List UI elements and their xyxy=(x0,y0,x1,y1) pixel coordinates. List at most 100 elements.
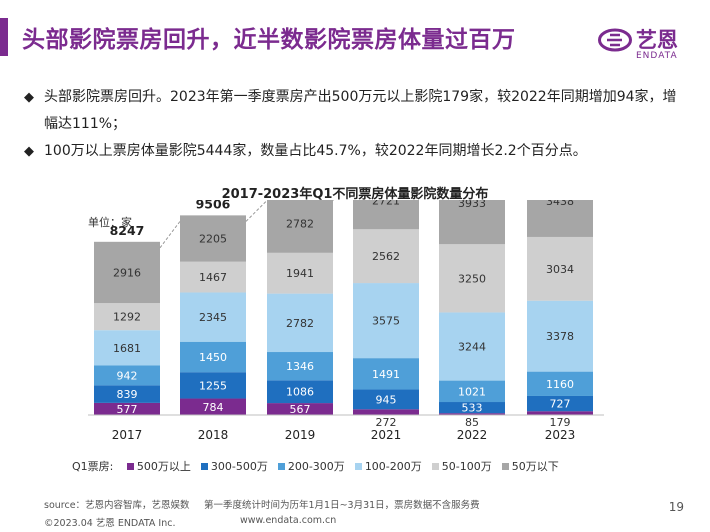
copyright: ©2023.04 艺恩 ENDATA Inc. xyxy=(44,518,176,529)
bar-segment xyxy=(180,341,246,373)
legend-label: 50万以下 xyxy=(511,460,559,473)
legend-item: 50-100万 xyxy=(431,458,492,474)
segment-value-label: 1681 xyxy=(113,342,141,355)
bullet-list: ◆ 头部影院票房回升。2023年第一季度票房产出500万元以上影院179家，较2… xyxy=(22,84,682,165)
bar-segment xyxy=(180,372,246,399)
unit-label: 单位：家 xyxy=(88,216,132,229)
trend-connector xyxy=(245,200,268,222)
legend-prefix: Q1票房: xyxy=(72,460,114,473)
bullet-text: 头部影院票房回升。2023年第一季度票房产出500万元以上影院179家，较202… xyxy=(44,89,677,132)
bar-segment xyxy=(439,312,505,381)
website-link[interactable]: www.endata.com.cn xyxy=(240,515,337,526)
stat-period-note: 第一季度统计时间为历年1月1日~3月31日，票房数据不含服务费 xyxy=(204,500,480,511)
bar-segment xyxy=(439,244,505,313)
bar-segment xyxy=(439,413,505,415)
bar-segment xyxy=(180,292,246,342)
legend-swatch xyxy=(126,462,134,470)
endata-logo-icon xyxy=(598,28,632,52)
source-note: source：艺恩内容智库，艺恩娱数 xyxy=(44,500,190,511)
segment-value-label: 1255 xyxy=(199,379,227,392)
segment-value-label: 839 xyxy=(117,388,138,401)
x-tick-label: 2023 xyxy=(545,428,576,442)
legend-item: 100-200万 xyxy=(354,458,422,474)
segment-value-label: 945 xyxy=(376,393,397,406)
legend-swatch xyxy=(501,462,509,470)
stacked-bar-chart: 577 839 942 1681 1292 2916 784 1255 1450 2345 1467… xyxy=(88,200,604,442)
segment-value-label: 2562 xyxy=(372,250,400,263)
bar-segment xyxy=(353,200,419,230)
legend-label: 500万以上 xyxy=(136,460,191,473)
segment-value-label: 1467 xyxy=(199,271,227,284)
legend-item: 300-500万 xyxy=(200,458,268,474)
page-number: 19 xyxy=(668,500,684,514)
chart-title: 2017-2023年Q1不同票房体量影院数量分布 xyxy=(221,187,489,202)
bar-segment xyxy=(439,380,505,403)
bar-segment xyxy=(527,371,593,396)
bar-segment xyxy=(527,200,593,237)
diamond-bullet-icon: ◆ xyxy=(24,90,34,105)
bar-segment xyxy=(353,229,419,284)
bar-total-label: 8247 xyxy=(110,223,145,238)
segment-value-label: 1450 xyxy=(199,351,227,364)
bar-segment xyxy=(439,200,505,245)
logo-text-en: ENDATA xyxy=(636,51,678,61)
segment-value-label: 179 xyxy=(550,416,571,429)
bar-segment xyxy=(527,300,593,372)
segment-value-label: 85 xyxy=(465,416,479,429)
x-tick-label: 2019 xyxy=(285,428,316,442)
legend-item: 50万以下 xyxy=(501,458,559,474)
segment-value-label: 3034 xyxy=(546,263,574,276)
bar-segment xyxy=(353,409,419,415)
chart-legend: Q1票房: 500万以上 300-500万 200-300万 100-200万 50-1… xyxy=(72,458,569,474)
segment-value-label: 1491 xyxy=(372,368,400,381)
bar-segment xyxy=(267,380,333,404)
bar-segment xyxy=(527,236,593,301)
x-tick-label: 2021 xyxy=(371,428,402,442)
segment-value-label: 2721 xyxy=(372,200,400,208)
x-tick-label: 2017 xyxy=(112,428,143,442)
bullet-item: ◆ 100万以上票房体量影院5444家，数量占比45.7%，较2022年同期增长… xyxy=(22,138,682,165)
bar-segment xyxy=(94,385,160,403)
legend-item: 500万以上 xyxy=(126,458,191,474)
segment-value-label: 1021 xyxy=(458,385,486,398)
bar-segment xyxy=(353,283,419,359)
legend-label: 100-200万 xyxy=(364,460,422,473)
legend-swatch xyxy=(200,462,208,470)
bar-segment xyxy=(527,411,593,415)
x-tick-label: 2018 xyxy=(198,428,229,442)
bar-segment xyxy=(527,395,593,412)
segment-value-label: 1292 xyxy=(113,311,141,324)
segment-value-label: 3933 xyxy=(458,200,486,210)
diamond-bullet-icon: ◆ xyxy=(24,144,34,159)
legend-label: 50-100万 xyxy=(441,460,492,473)
bar-total-label: 9506 xyxy=(196,200,231,211)
segment-value-label: 567 xyxy=(290,403,311,416)
bar-segment xyxy=(267,200,333,253)
segment-value-label: 3244 xyxy=(458,341,486,354)
segment-value-label: 727 xyxy=(550,398,571,411)
bar-segment xyxy=(353,389,419,410)
legend-label: 200-300万 xyxy=(287,460,345,473)
segment-value-label: 1086 xyxy=(286,386,314,399)
segment-value-label: 1160 xyxy=(546,378,574,391)
bar-segment xyxy=(439,402,505,414)
bullet-item: ◆ 头部影院票房回升。2023年第一季度票房产出500万元以上影院179家，较2… xyxy=(22,84,682,138)
page-title: 头部影院票房回升，近半数影院票房体量过百万 xyxy=(22,27,516,53)
legend-swatch xyxy=(277,462,285,470)
title-accent-bar xyxy=(0,18,8,56)
bar-segment xyxy=(94,303,160,331)
legend-swatch xyxy=(354,462,362,470)
bar-segment xyxy=(94,365,160,386)
segment-value-label: 272 xyxy=(376,416,397,429)
segment-value-label: 784 xyxy=(203,401,224,414)
segment-value-label: 3378 xyxy=(546,330,574,343)
bar-segment xyxy=(94,330,160,366)
legend-swatch xyxy=(431,462,439,470)
segment-value-label: 577 xyxy=(117,403,138,416)
endata-logo: 艺恩 ENDATA xyxy=(598,22,698,66)
bar-segment xyxy=(267,252,333,294)
segment-value-label: 1941 xyxy=(286,267,314,280)
legend-label: 300-500万 xyxy=(210,460,268,473)
bar-segment xyxy=(180,261,246,293)
segment-value-label: 3438 xyxy=(546,200,574,208)
